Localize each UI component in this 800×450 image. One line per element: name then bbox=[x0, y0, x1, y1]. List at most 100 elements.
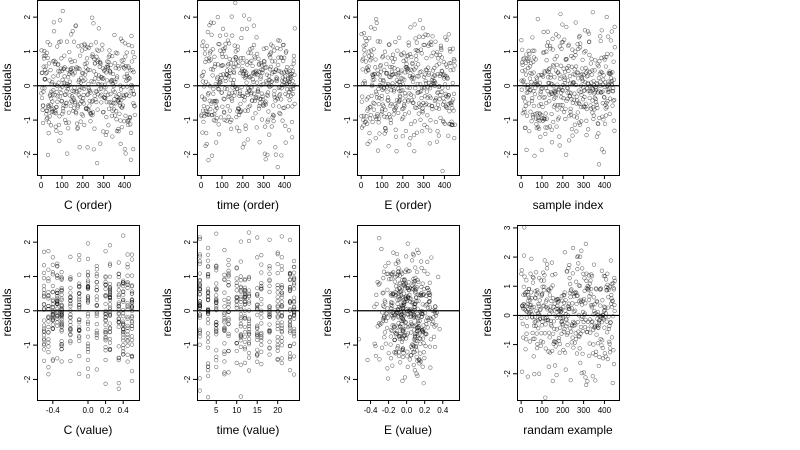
data-point bbox=[264, 92, 269, 97]
data-point bbox=[41, 338, 47, 343]
data-point bbox=[291, 305, 297, 310]
data-point bbox=[85, 241, 91, 246]
data-point bbox=[541, 29, 546, 35]
data-point bbox=[250, 77, 255, 82]
data-point bbox=[238, 315, 243, 320]
data-point bbox=[397, 88, 402, 93]
data-point bbox=[203, 79, 209, 84]
data-point bbox=[385, 55, 390, 60]
x-tick-label: 400 bbox=[278, 181, 292, 190]
data-point bbox=[380, 291, 385, 296]
data-point bbox=[450, 106, 455, 111]
data-point bbox=[443, 62, 448, 67]
data-point bbox=[278, 111, 283, 117]
data-point bbox=[113, 79, 118, 85]
data-point bbox=[577, 120, 582, 125]
data-point bbox=[562, 80, 567, 86]
data-point bbox=[539, 147, 544, 153]
data-point bbox=[376, 102, 381, 107]
data-point bbox=[596, 323, 601, 328]
data-point bbox=[279, 97, 284, 102]
data-point bbox=[94, 322, 99, 327]
data-point bbox=[384, 84, 390, 89]
data-point bbox=[555, 103, 560, 108]
data-point bbox=[259, 117, 265, 122]
data-point bbox=[431, 334, 437, 339]
data-point bbox=[579, 299, 584, 304]
data-point bbox=[393, 275, 398, 280]
data-point bbox=[538, 343, 543, 348]
data-point bbox=[234, 280, 239, 286]
data-point bbox=[209, 101, 214, 106]
data-point bbox=[581, 370, 586, 375]
data-point bbox=[125, 285, 130, 291]
data-point bbox=[378, 39, 383, 44]
data-point bbox=[125, 332, 130, 337]
data-point bbox=[536, 117, 541, 122]
data-point bbox=[91, 79, 96, 85]
data-point bbox=[582, 94, 587, 100]
data-point bbox=[287, 356, 293, 362]
data-point bbox=[246, 293, 252, 298]
data-point bbox=[425, 271, 430, 276]
data-point bbox=[107, 274, 113, 279]
data-point bbox=[380, 54, 386, 59]
data-point bbox=[523, 347, 528, 352]
data-point bbox=[226, 61, 231, 67]
data-point bbox=[94, 294, 99, 299]
data-point bbox=[70, 29, 75, 34]
data-point bbox=[262, 151, 267, 156]
data-point bbox=[596, 162, 602, 167]
data-point bbox=[229, 126, 234, 131]
data-point bbox=[388, 300, 394, 305]
data-point bbox=[531, 103, 536, 109]
point-series bbox=[519, 225, 617, 400]
data-point bbox=[405, 69, 410, 74]
data-point bbox=[412, 119, 417, 124]
data-point bbox=[520, 62, 525, 67]
data-point bbox=[214, 354, 219, 359]
data-point bbox=[279, 295, 284, 300]
data-point bbox=[450, 80, 455, 86]
data-point bbox=[594, 86, 599, 91]
data-point bbox=[572, 114, 577, 119]
data-point bbox=[596, 64, 601, 69]
data-point bbox=[222, 86, 227, 91]
data-point bbox=[401, 329, 406, 334]
data-point bbox=[250, 63, 255, 68]
data-point bbox=[398, 360, 403, 365]
data-point bbox=[125, 281, 130, 286]
data-point bbox=[407, 85, 412, 90]
data-point bbox=[227, 56, 232, 62]
data-point bbox=[392, 102, 398, 107]
data-point bbox=[386, 376, 391, 381]
data-point bbox=[540, 340, 546, 345]
data-point bbox=[253, 111, 258, 116]
data-point bbox=[586, 127, 591, 132]
data-point bbox=[70, 66, 75, 71]
data-point bbox=[269, 124, 274, 129]
data-point bbox=[429, 54, 434, 59]
data-point bbox=[222, 312, 227, 317]
data-point bbox=[85, 346, 91, 352]
data-point bbox=[404, 254, 409, 259]
data-point bbox=[220, 26, 226, 31]
data-point bbox=[388, 334, 394, 339]
data-point bbox=[245, 62, 250, 67]
data-point bbox=[222, 318, 227, 323]
data-point bbox=[292, 72, 297, 77]
data-point bbox=[67, 79, 72, 84]
data-point bbox=[398, 325, 403, 330]
data-point bbox=[121, 281, 126, 287]
data-point bbox=[396, 350, 402, 355]
data-point bbox=[538, 339, 544, 344]
data-point bbox=[102, 95, 107, 100]
data-point bbox=[46, 340, 51, 345]
data-point bbox=[433, 304, 438, 309]
y-tick-label: 0 bbox=[23, 308, 32, 313]
data-point bbox=[67, 93, 72, 98]
data-point bbox=[222, 304, 227, 309]
data-point bbox=[525, 58, 530, 63]
data-point bbox=[90, 52, 95, 57]
data-point bbox=[90, 98, 95, 103]
